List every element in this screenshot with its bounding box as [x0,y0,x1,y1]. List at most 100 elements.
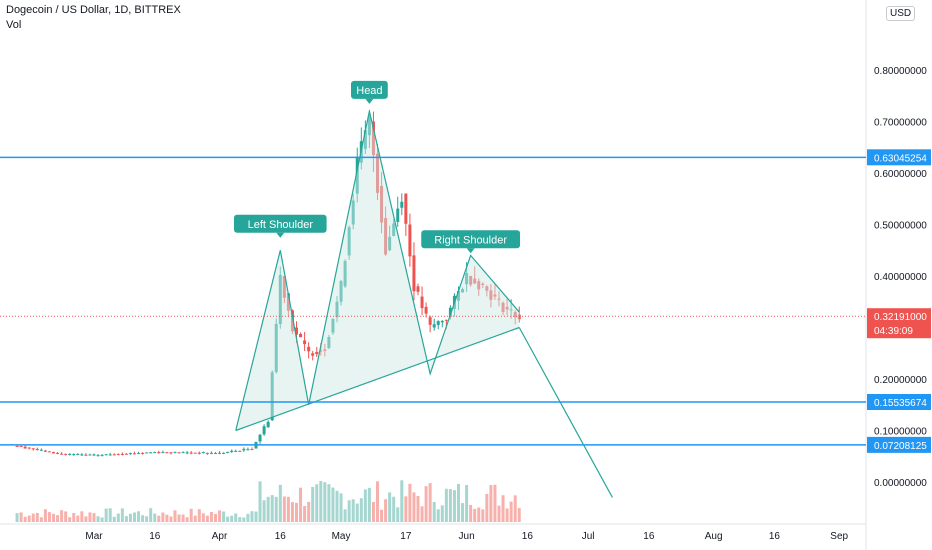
volume-bar [440,505,444,522]
volume-bar [246,513,250,522]
candle-body [226,451,230,453]
volume-bar [189,508,193,522]
volume-bar [214,513,217,522]
neckline [235,326,520,432]
price-axis-label: 0.00000000 [874,478,927,489]
volume-bar [165,514,169,522]
candle-body [145,452,149,454]
volume-bar [242,517,246,522]
volume-bar [428,483,432,522]
time-axis-label: 16 [522,531,534,542]
volume-bar [104,508,108,522]
candle-body [436,321,440,325]
price-axis-label: 0.20000000 [874,375,927,386]
time-axis-label: 16 [643,531,655,542]
volume-bar [222,511,226,522]
volume-bar [432,502,436,522]
volume-bar [323,482,327,522]
volume-bar [173,510,177,522]
candle-body [23,446,27,449]
volume-bar [376,481,379,522]
candle-body [266,421,270,428]
volume-bar [234,513,238,522]
volume-bar [319,480,323,522]
price-axis-label: 0.70000000 [874,118,927,129]
volume-bar [347,500,351,522]
volume-bar [307,501,311,522]
annotation-pointer [466,248,475,254]
volume-bar [201,513,205,522]
projection-line [518,327,613,498]
candle-body [246,449,250,451]
volume-indicator-label[interactable]: Vol [6,19,22,31]
candle-body [92,454,96,456]
annotation-callout: Head [351,80,388,104]
volume-bar [258,481,262,522]
candle-body [68,453,72,455]
candle-body [258,434,262,442]
candle-body [88,454,92,456]
candle-body [299,333,303,338]
volume-bar [185,517,189,522]
candle-body [404,193,408,224]
volume-bar [15,513,19,522]
volume-bar [266,496,270,522]
volume-bar [149,508,153,522]
annotation-text: Head [356,85,382,97]
volume-bar [39,517,43,522]
volume-bar [380,509,384,522]
candle-body [311,353,315,356]
candle-body [432,324,436,328]
candle-body [209,452,213,454]
candle-body [408,224,412,257]
candle-body [197,452,201,454]
volume-bar [19,512,23,522]
candle-body [262,426,266,435]
volume-bar [47,512,51,522]
level-label-bg [867,149,931,166]
volume-bar [295,502,298,522]
volume-bar [367,487,371,522]
volume-bar [274,496,278,522]
volume-bar [218,510,222,522]
candle-body [440,320,444,323]
volume-bar [278,484,282,522]
volume-bars [15,480,521,522]
volume-bar [43,509,47,522]
volume-bar [128,513,132,522]
volume-bar [473,508,477,522]
volume-bar [169,516,173,522]
volume-bar [485,493,489,522]
candle-body [424,306,428,314]
time-axis-label: 16 [769,531,781,542]
candle-body [128,453,132,455]
volume-bar [56,515,60,522]
volume-bar [80,511,84,522]
volume-bar [84,516,88,522]
candle-body [157,452,161,454]
candle-body [120,453,124,455]
candle-body [124,453,128,455]
price-axis-label: 0.60000000 [874,169,927,180]
candle-body [39,449,43,451]
volume-bar [412,492,416,522]
candle-body [108,454,112,456]
volume-bar [448,489,452,522]
candle-body [177,452,181,454]
volume-bar [290,502,294,522]
candle-body [173,451,177,453]
candle-body [205,452,209,454]
volume-bar [335,490,339,522]
time-axis-label: Mar [85,531,103,542]
volume-bar [343,509,347,522]
candle-body [218,452,222,454]
countdown-label: 04:39:09 [874,326,913,337]
currency-button[interactable]: USD [886,6,916,21]
volume-bar [315,484,319,522]
volume-bar [303,506,307,522]
volume-bar [331,487,335,522]
candle-body [420,296,424,309]
time-axis-label: Sep [830,531,848,542]
volume-bar [226,516,230,522]
